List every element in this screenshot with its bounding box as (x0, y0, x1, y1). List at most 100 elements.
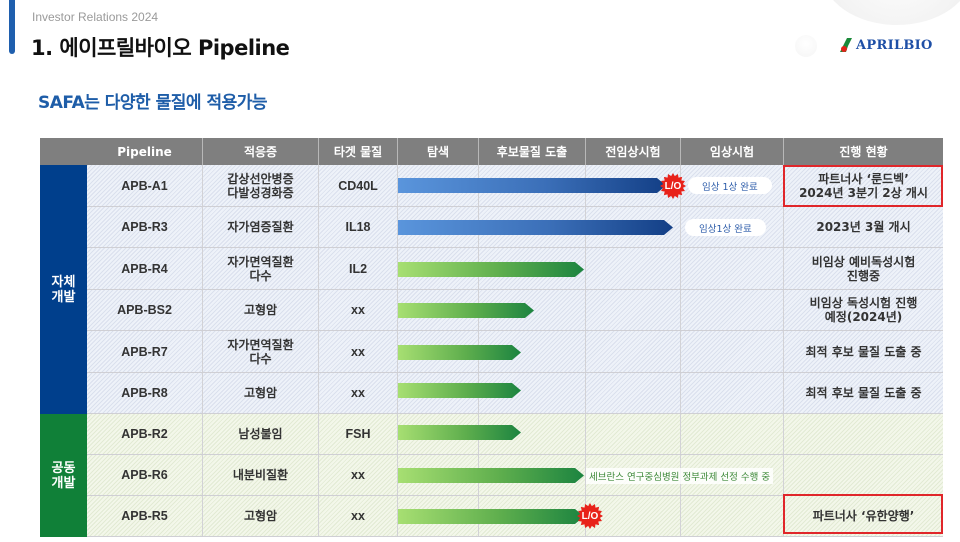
header-discovery: 탐색 (397, 138, 478, 165)
indication: 고형암 (202, 373, 318, 413)
stage-cell (397, 331, 478, 372)
stage-cell (680, 290, 783, 330)
table-row: APB-R5 고형암 xx 파트너사 ‘유한양행’ L/O (87, 494, 943, 537)
pipeline-code: APB-R6 (121, 468, 168, 482)
progress-bar (398, 262, 584, 277)
company-logo: APRILBIO (838, 36, 933, 54)
pipeline-code: APB-R2 (121, 427, 168, 441)
progress-bar (398, 303, 534, 318)
stage-cell (397, 373, 478, 413)
logo-text: APRILBIO (856, 37, 933, 53)
target: xx (318, 331, 397, 372)
header-clinical: 임상시험 (680, 138, 783, 165)
eyebrow-text: Investor Relations 2024 (32, 10, 159, 24)
indication: 남성불임 (202, 414, 318, 454)
progress-bar (398, 468, 584, 483)
progress-bar (398, 220, 673, 235)
stage-cell (397, 165, 478, 206)
pipeline-code: APB-R4 (121, 261, 168, 276)
stage-cell (397, 496, 478, 536)
stage-cell (397, 290, 478, 330)
indication: 내분비질환 (202, 455, 318, 495)
table-row: APB-A1 갑상선안병증 다발성경화증 CD40L 파트너사 ‘룬드벡’ 20… (87, 165, 943, 207)
progress-bar (398, 509, 584, 524)
pipeline-code: APB-A1 (121, 178, 168, 193)
stage-cell (585, 414, 680, 454)
pipeline-code: APB-BS2 (117, 303, 172, 317)
pipeline-code: APB-R7 (121, 344, 168, 359)
group-label: 자체 개발 (51, 274, 76, 305)
indication: 자가면역질환 다수 (202, 331, 318, 372)
indication: 자가염증질환 (202, 207, 318, 247)
progress-bar (398, 383, 521, 398)
stage-cell (397, 414, 478, 454)
license-out-badge: L/O (660, 173, 686, 199)
status-highlight (783, 494, 943, 534)
header-candidate: 후보물질 도출 (478, 138, 585, 165)
status: 파트너사 ‘룬드벡’ 2024년 3분기 2상 개시 (783, 165, 943, 206)
status (783, 414, 943, 454)
page-title: 1. 에이프릴바이오 Pipeline (31, 36, 290, 60)
group-inhouse: 자체 개발 (40, 165, 87, 414)
header-group (40, 138, 87, 165)
table-row: APB-R4 자가면역질환 다수 IL2 비임상 예비독성시험 진행중 (87, 248, 943, 290)
stage-cell (680, 373, 783, 413)
table-row: APB-R8 고형암 xx 최적 후보 물질 도출 중 (87, 373, 943, 414)
table-row: APB-BS2 고형암 xx 비임상 독성시험 진행 예정(2024년) (87, 290, 943, 331)
indication: 갑상선안병증 다발성경화증 (202, 165, 318, 206)
status: 비임상 독성시험 진행 예정(2024년) (783, 290, 943, 330)
stage-cell (585, 248, 680, 289)
status: 2023년 3월 개시 (783, 207, 943, 247)
section-subtitle: SAFA는 다양한 물질에 적용가능 (38, 93, 268, 113)
progress-note: 세브란스 연구중심병원 정부과제 선정 수행 중 (586, 468, 774, 484)
pipeline-code: APB-R5 (121, 509, 168, 523)
target: xx (318, 496, 397, 536)
logo-mark-icon (838, 36, 854, 54)
progress-bar (398, 178, 666, 193)
table-row: APB-R2 남성불임 FSH (87, 414, 943, 455)
progress-bar (398, 425, 521, 440)
stage-cell (680, 331, 783, 372)
stage-cell (397, 248, 478, 289)
status (783, 455, 943, 495)
decorative-circle (822, 0, 960, 25)
license-out-badge: L/O (577, 503, 603, 529)
stage-cell (585, 331, 680, 372)
milestone-pill: 임상 1상 완료 (688, 177, 772, 194)
stage-cell (585, 290, 680, 330)
target: xx (318, 373, 397, 413)
stage-cell (585, 373, 680, 413)
target: xx (318, 290, 397, 330)
target: IL2 (318, 248, 397, 289)
target: xx (318, 455, 397, 495)
stage-cell (585, 455, 680, 495)
table-row: APB-R7 자가면역질환 다수 xx 최적 후보 물질 도출 중 (87, 331, 943, 373)
stage-cell (397, 207, 478, 247)
table-row: APB-R3 자가염증질환 IL18 2023년 3월 개시 임상1상 완료 (87, 207, 943, 248)
status-highlight (783, 165, 943, 207)
decorative-circle (795, 35, 817, 57)
target: IL18 (318, 207, 397, 247)
status: 최적 후보 물질 도출 중 (783, 331, 943, 372)
indication: 자가면역질환 다수 (202, 248, 318, 289)
group-label: 공동 개발 (51, 460, 76, 491)
table-row: APB-R6 내분비질환 xx 세브란스 연구중심병원 정부과제 선정 수행 중 (87, 455, 943, 496)
accent-bar (9, 0, 15, 54)
stage-cell (680, 414, 783, 454)
target: CD40L (318, 165, 397, 206)
header-preclinical: 전임상시험 (585, 138, 680, 165)
status: 비임상 예비독성시험 진행중 (783, 248, 943, 289)
group-joint: 공동 개발 (40, 414, 87, 537)
milestone-pill: 임상1상 완료 (685, 219, 766, 236)
stage-cell (680, 248, 783, 289)
indication: 고형암 (202, 496, 318, 536)
indication: 고형암 (202, 290, 318, 330)
stage-cell (397, 455, 478, 495)
pipeline-code: APB-R8 (121, 386, 168, 400)
pipeline-code: APB-R3 (121, 220, 168, 234)
header-status: 진행 현황 (783, 138, 943, 165)
table-header: Pipeline 적응증 타겟 물질 탐색 후보물질 도출 전임상시험 임상시험… (40, 138, 943, 165)
header-target: 타겟 물질 (318, 138, 397, 165)
progress-bar (398, 345, 521, 360)
target: FSH (318, 414, 397, 454)
